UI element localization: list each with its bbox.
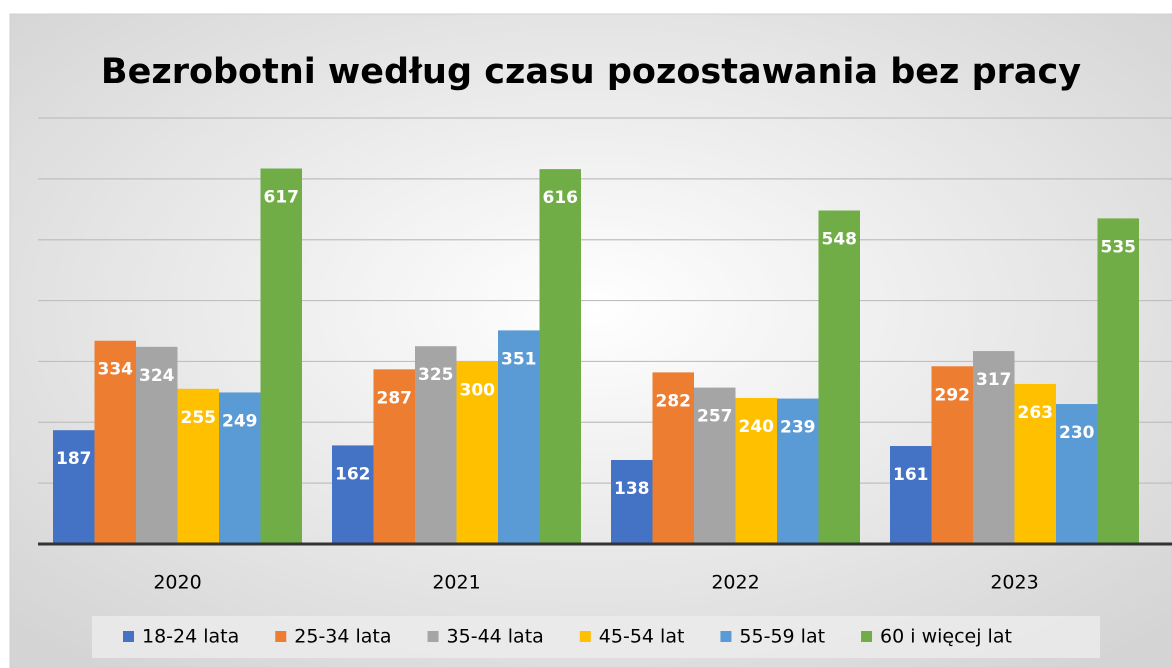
legend-swatch xyxy=(720,631,732,642)
data-label: 300 xyxy=(460,380,496,400)
bar xyxy=(931,366,973,544)
x-tick-label: 2022 xyxy=(711,572,759,594)
bar xyxy=(415,346,457,544)
bar xyxy=(373,369,415,544)
data-label: 617 xyxy=(264,188,300,208)
legend-swatch xyxy=(427,631,439,642)
data-label: 351 xyxy=(501,349,537,369)
data-label: 240 xyxy=(739,417,775,437)
chart-title: Bezrobotni według czasu pozostawania bez… xyxy=(101,52,1081,92)
legend-swatch xyxy=(861,631,873,642)
bar xyxy=(498,330,540,544)
data-label: 334 xyxy=(98,360,134,380)
legend-label: 25-34 lata xyxy=(294,626,391,648)
bar xyxy=(973,351,1015,544)
bar xyxy=(818,210,860,544)
chart-background xyxy=(9,13,1172,668)
bar xyxy=(332,445,374,544)
legend-swatch xyxy=(579,631,591,642)
data-label: 325 xyxy=(418,365,454,385)
data-label: 324 xyxy=(139,366,175,386)
bar xyxy=(735,397,777,544)
data-label: 263 xyxy=(1018,403,1054,423)
legend-swatch xyxy=(275,631,287,642)
data-label: 292 xyxy=(935,385,971,405)
data-label: 287 xyxy=(377,388,413,408)
data-label: 257 xyxy=(697,407,733,427)
legend-label: 35-44 lata xyxy=(447,626,544,648)
data-label: 535 xyxy=(1101,237,1137,257)
bar xyxy=(177,388,219,544)
bar xyxy=(1014,383,1056,544)
bar xyxy=(890,446,932,544)
bar xyxy=(652,372,694,544)
legend-box xyxy=(92,616,1100,658)
bar xyxy=(611,460,653,544)
legend-label: 18-24 lata xyxy=(142,626,239,648)
bar xyxy=(1097,218,1139,544)
bar xyxy=(539,169,581,544)
data-label: 317 xyxy=(976,370,1012,390)
data-label: 282 xyxy=(656,391,692,411)
bar xyxy=(260,168,302,545)
bar xyxy=(53,430,95,544)
bar xyxy=(136,346,178,544)
legend-label: 60 i więcej lat xyxy=(880,626,1012,648)
legend-label: 45-54 lat xyxy=(599,626,685,648)
data-label: 548 xyxy=(822,230,858,250)
x-tick-label: 2021 xyxy=(432,572,480,594)
data-label: 162 xyxy=(335,464,371,484)
data-label: 230 xyxy=(1059,423,1095,443)
legend-label: 55-59 lat xyxy=(739,626,825,648)
x-tick-label: 2020 xyxy=(153,572,201,594)
data-label: 161 xyxy=(893,465,929,485)
bar xyxy=(1056,404,1098,544)
data-label: 138 xyxy=(614,479,650,499)
data-label: 616 xyxy=(543,188,579,208)
data-label: 239 xyxy=(780,418,816,438)
bar xyxy=(456,361,498,544)
legend-swatch xyxy=(123,631,134,642)
x-tick-label: 2023 xyxy=(990,572,1038,594)
data-label: 187 xyxy=(56,449,92,469)
bar xyxy=(219,392,261,544)
data-label: 249 xyxy=(222,411,258,431)
data-label: 255 xyxy=(181,408,217,428)
bar xyxy=(777,398,819,544)
bar xyxy=(94,340,136,544)
bar xyxy=(694,387,736,544)
